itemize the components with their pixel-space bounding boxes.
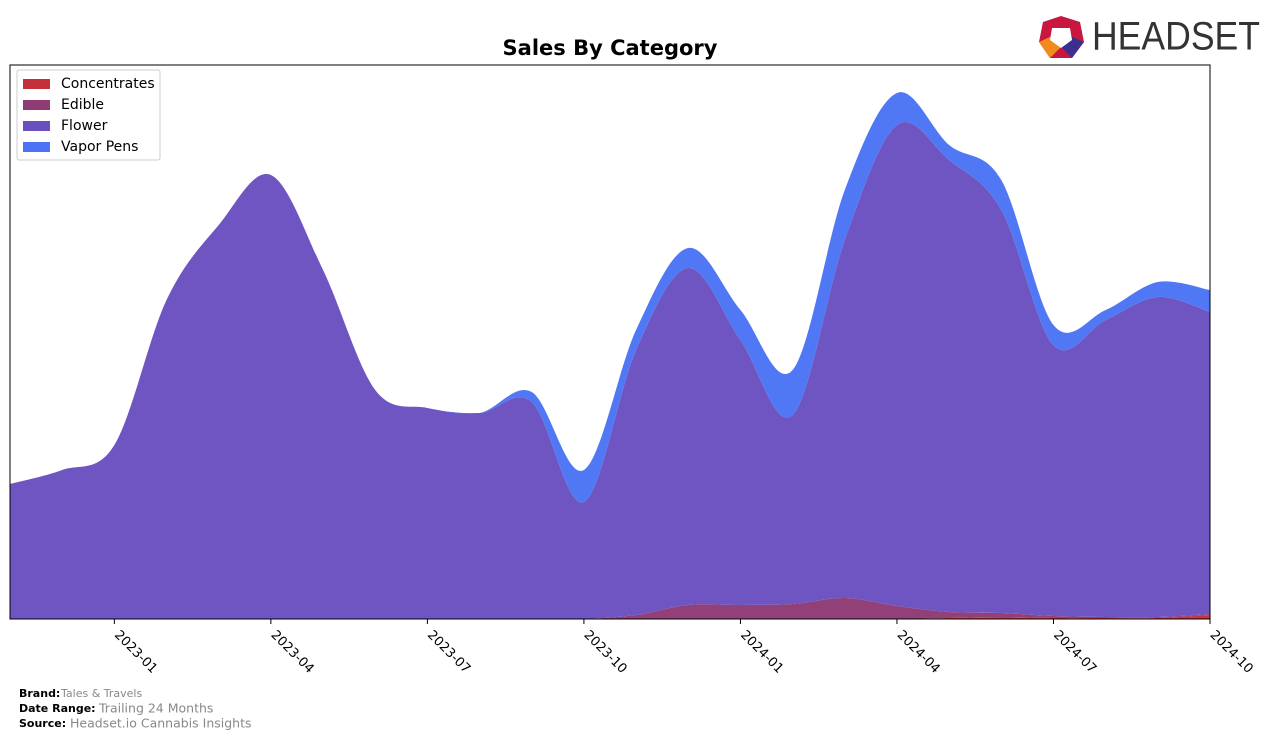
legend-swatch [23,79,50,89]
legend-swatch [23,121,50,131]
legend-box [16,69,161,161]
legend-label: Edible [61,97,104,113]
footer-label: Date Range: [19,702,96,715]
x-tick-label: 2023-04 [268,628,317,677]
x-tick-label: 2024-07 [1050,628,1099,677]
footer-value: Headset.io Cannabis Insights [70,716,252,731]
logo: HEADSET [1039,15,1260,59]
footer-value: Tales & Travels [60,687,142,700]
legend-label: Concentrates [61,76,155,92]
x-tick-label: 2024-10 [1207,628,1256,677]
legend-swatch [23,100,50,110]
area [10,597,1210,619]
x-tick-label: 2024-01 [737,628,786,677]
chart-title: Sales By Category [503,36,718,60]
legend-label: Flower [61,118,108,134]
legend-label: Vapor Pens [61,139,138,155]
footer-value: Trailing 24 Months [98,701,213,716]
legend-swatch [23,142,50,152]
logo-text: HEADSET [1092,15,1260,59]
x-tick-label: 2023-07 [424,628,473,677]
area [10,122,1210,619]
footer-label: Source: [19,717,66,730]
x-tick-label: 2023-10 [581,628,630,677]
x-tick-label: 2023-01 [111,628,160,677]
footer-label: Brand: [19,687,60,700]
footer: Brand: Tales & Travels Date Range: Trail… [19,687,252,731]
area [10,92,1210,503]
x-tick-label: 2024-04 [894,628,943,677]
plot-frame [9,64,1211,620]
